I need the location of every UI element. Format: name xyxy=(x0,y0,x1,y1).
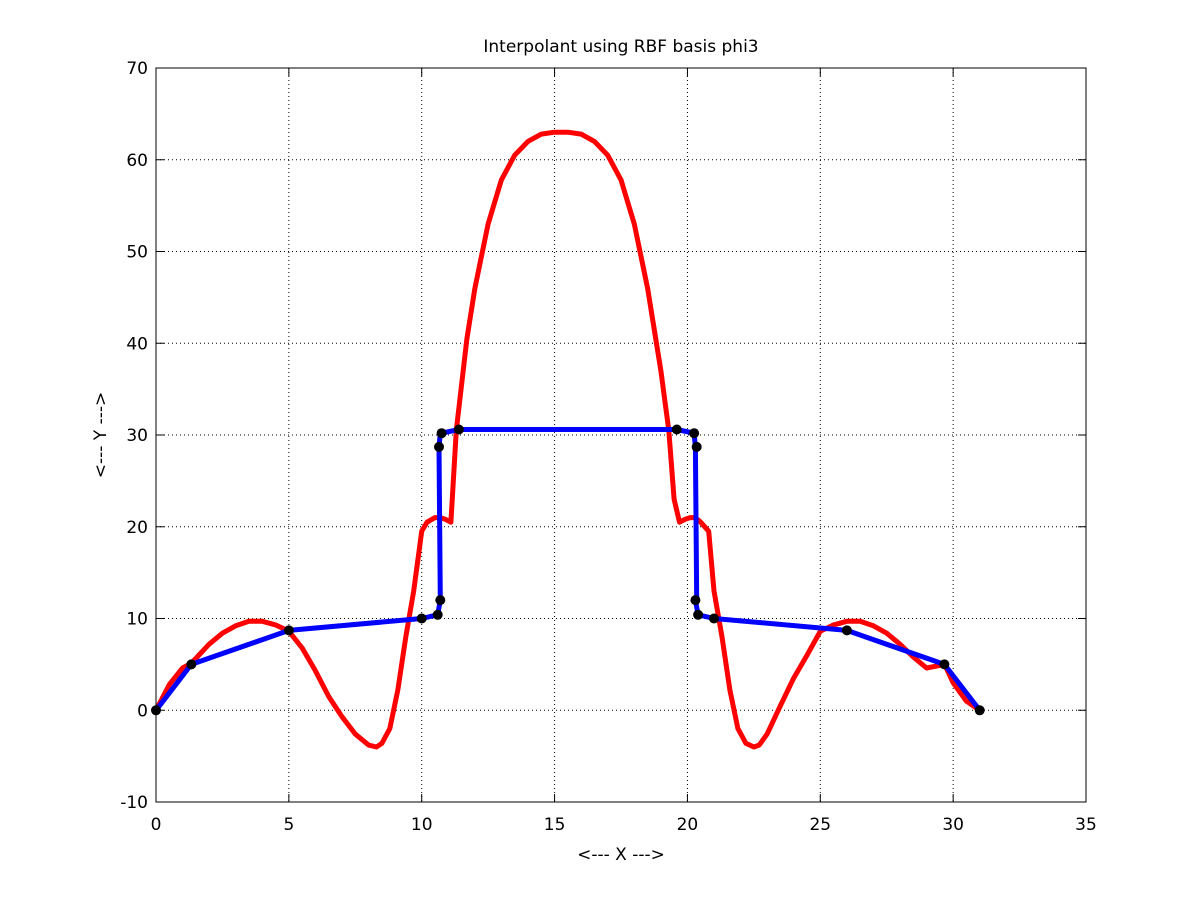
tick-marks xyxy=(155,67,1087,803)
data-point-marker xyxy=(709,613,719,624)
x-axis-label: <--- X ---> xyxy=(577,845,665,865)
y-tick-label: 60 xyxy=(126,151,148,171)
x-tick-label: 0 xyxy=(151,815,162,835)
x-tick-label: 15 xyxy=(544,815,566,835)
y-tick-label: 10 xyxy=(126,610,148,630)
y-tick-label: 30 xyxy=(126,426,148,446)
y-axis-label: <--- Y ---> xyxy=(91,392,111,479)
y-tick-label: 40 xyxy=(126,334,148,354)
y-tick-label: 20 xyxy=(126,518,148,538)
y-tick-label: 50 xyxy=(126,243,148,263)
data-point-marker xyxy=(416,613,427,624)
data-point-marker xyxy=(453,424,464,435)
data-point-marker xyxy=(689,428,700,439)
data-point-marker xyxy=(939,659,950,670)
x-tick-label: 5 xyxy=(283,815,294,835)
x-tick-label: 10 xyxy=(411,815,433,835)
data-point-marker xyxy=(690,595,701,606)
x-tick-label: 20 xyxy=(677,815,699,835)
x-tick-label: 30 xyxy=(942,815,964,835)
data-point-marker xyxy=(691,441,702,452)
series-line-0 xyxy=(153,129,983,750)
y-tick-label: 0 xyxy=(137,701,148,721)
series-layer xyxy=(151,129,985,750)
data-point-marker xyxy=(435,595,446,606)
y-tick-label: -10 xyxy=(120,793,148,813)
data-point-marker xyxy=(432,609,443,620)
data-point-marker xyxy=(974,705,985,716)
data-point-marker xyxy=(841,625,852,636)
data-point-marker xyxy=(693,609,704,620)
data-point-marker xyxy=(186,659,197,670)
data-point-marker xyxy=(436,428,447,439)
data-point-marker xyxy=(671,424,682,435)
y-tick-label: 70 xyxy=(126,59,148,79)
data-point-marker xyxy=(434,441,444,452)
grid xyxy=(156,68,1086,802)
chart-title: Interpolant using RBF basis phi3 xyxy=(483,37,758,57)
x-tick-label: 35 xyxy=(1075,815,1097,835)
data-point-marker xyxy=(283,625,294,636)
x-tick-label: 25 xyxy=(809,815,831,835)
